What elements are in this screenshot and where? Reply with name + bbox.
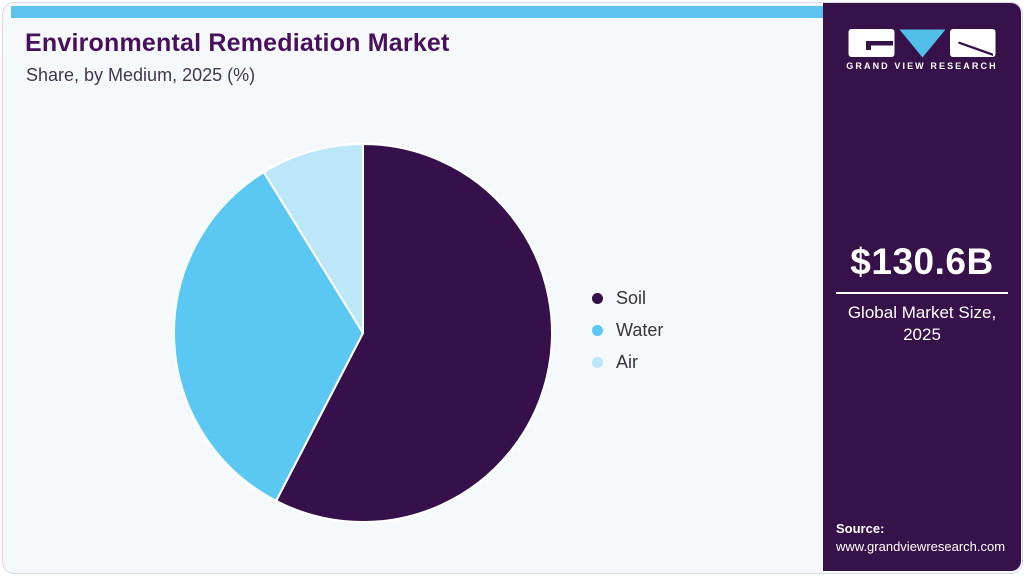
top-accent-bar <box>11 6 827 18</box>
brand-name: GRAND VIEW RESEARCH <box>846 61 998 71</box>
pie-slice-soil <box>275 143 553 523</box>
legend-swatch-air-icon <box>592 356 603 368</box>
gvr-logo-icon <box>848 29 996 58</box>
source-block: Source: www.grandviewresearch.com <box>836 521 1005 554</box>
source-url: www.grandviewresearch.com <box>836 539 1006 554</box>
market-size-label-line2: 2025 <box>903 325 941 345</box>
legend-item-air: Air <box>592 352 663 372</box>
source-label: Source: <box>836 521 885 536</box>
gvr-logo <box>823 28 1021 58</box>
market-size-divider <box>836 292 1008 294</box>
page-title: Environmental Remediation Market <box>25 29 450 57</box>
market-size-block: $130.6B Global Market Size, 2025 <box>823 241 1021 346</box>
market-size-value: $130.6B <box>850 241 994 282</box>
legend-swatch-water-icon <box>592 324 603 336</box>
legend-label-air: Air <box>616 351 638 372</box>
pie-slice-air <box>262 143 364 334</box>
legend-label-water: Water <box>616 319 664 340</box>
chart-legend: Soil Water Air <box>592 288 663 372</box>
pie-slice-water <box>173 171 364 502</box>
brand-sidebar: GRAND VIEW RESEARCH $130.6B Global Marke… <box>823 3 1021 571</box>
legend-label-soil: Soil <box>616 287 647 308</box>
pie-chart <box>173 143 553 523</box>
market-size-label: Global Market Size, 2025 <box>823 302 1021 346</box>
market-size-label-line1: Global Market Size, <box>847 303 997 322</box>
legend-item-water: Water <box>592 320 663 340</box>
legend-swatch-soil-icon <box>592 292 603 304</box>
page-subtitle: Share, by Medium, 2025 (%) <box>26 65 256 85</box>
legend-item-soil: Soil <box>592 288 663 308</box>
